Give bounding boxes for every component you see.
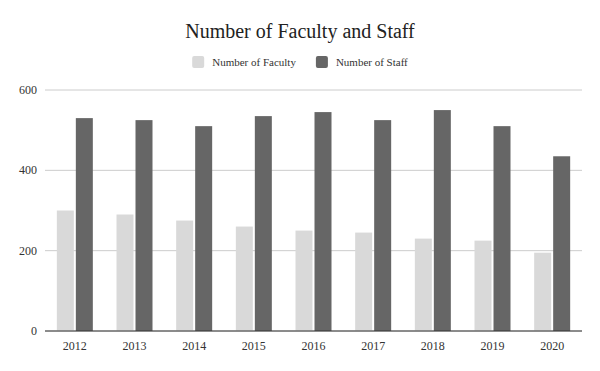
x-tick-label: 2014 bbox=[182, 339, 206, 353]
bar bbox=[475, 241, 492, 331]
x-tick-label: 2012 bbox=[63, 339, 87, 353]
bar bbox=[236, 227, 253, 331]
bar bbox=[76, 118, 93, 331]
chart-svg: Number of Faculty and Staff 0 200 400 600 201… bbox=[0, 0, 600, 371]
x-tick-label: 2019 bbox=[481, 339, 505, 353]
legend-label: Number of Staff bbox=[336, 56, 408, 68]
bar bbox=[195, 126, 212, 331]
bar bbox=[136, 120, 153, 331]
x-tick-label: 2015 bbox=[242, 339, 266, 353]
background bbox=[0, 0, 600, 371]
x-tick-label: 2020 bbox=[540, 339, 564, 353]
y-tick-label: 400 bbox=[19, 163, 37, 177]
bar bbox=[553, 156, 570, 331]
bar bbox=[296, 231, 313, 331]
x-tick-label: 2013 bbox=[123, 339, 147, 353]
x-tick-label: 2018 bbox=[421, 339, 445, 353]
legend-swatch bbox=[192, 56, 204, 68]
grid-line bbox=[45, 331, 582, 332]
bars bbox=[57, 110, 570, 331]
bar bbox=[494, 126, 511, 331]
legend-swatch bbox=[316, 56, 328, 68]
grid-line bbox=[45, 90, 582, 91]
bar bbox=[415, 239, 432, 331]
bar bbox=[117, 215, 134, 331]
legend-label: Number of Faculty bbox=[212, 56, 296, 68]
bar bbox=[176, 221, 193, 331]
chart-container: Number of Faculty and Staff 0 200 400 600 201… bbox=[0, 0, 600, 371]
y-tick-label: 200 bbox=[19, 244, 37, 258]
x-axis-line bbox=[45, 331, 582, 332]
bar bbox=[315, 112, 332, 331]
y-tick-label: 600 bbox=[19, 83, 37, 97]
bar bbox=[255, 116, 272, 331]
bar bbox=[57, 211, 74, 332]
x-tick-label: 2017 bbox=[361, 339, 385, 353]
legend: Number of Faculty Number of Staff bbox=[192, 56, 408, 68]
grid bbox=[45, 90, 582, 331]
bar bbox=[374, 120, 391, 331]
y-tick-label: 0 bbox=[31, 324, 37, 338]
bar bbox=[355, 233, 372, 331]
chart-title: Number of Faculty and Staff bbox=[185, 20, 415, 43]
bar bbox=[534, 253, 551, 331]
x-tick-label: 2016 bbox=[302, 339, 326, 353]
bar bbox=[434, 110, 451, 331]
